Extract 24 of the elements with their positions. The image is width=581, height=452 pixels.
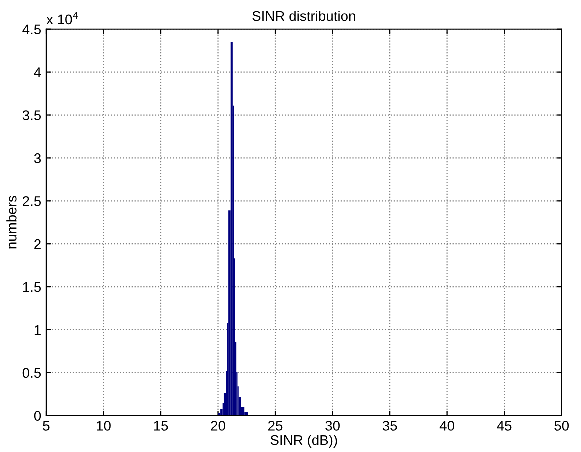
x-tick-label: 10 (97, 421, 111, 431)
x-tick-label: 25 (268, 421, 283, 431)
x-tick-label: 40 (440, 421, 454, 431)
y-tick-label: 2.5 (23, 196, 42, 206)
x-tick-label: 15 (154, 421, 168, 431)
x-tick-label: 20 (211, 421, 226, 431)
y-tick-label: 1.5 (23, 282, 42, 292)
x-axis-title: SINR (dB)) (270, 435, 338, 448)
x-tick-label: 50 (554, 421, 570, 431)
chart-title: SINR distribution (252, 10, 356, 22)
text: x 10$^{4}$ (46, 12, 79, 25)
x-tick-label: 30 (326, 421, 340, 431)
x-tick-label: 45 (497, 421, 512, 431)
y-tick-label: 2 (34, 239, 41, 250)
y-tick-label: 4.5 (22, 24, 42, 35)
x-tick-label: 35 (382, 421, 398, 431)
y-tick-label: 1 (34, 325, 41, 335)
y-axis-title: numbers (6, 196, 17, 249)
y-tick-label: 0.5 (22, 368, 42, 378)
y-tick-label: 3.5 (22, 110, 42, 120)
x-tick-label: 5 (43, 421, 50, 431)
y-tick-label: 4 (34, 68, 42, 78)
y-tick-label: 0 (34, 411, 42, 422)
y-tick-label: 3 (34, 154, 42, 164)
